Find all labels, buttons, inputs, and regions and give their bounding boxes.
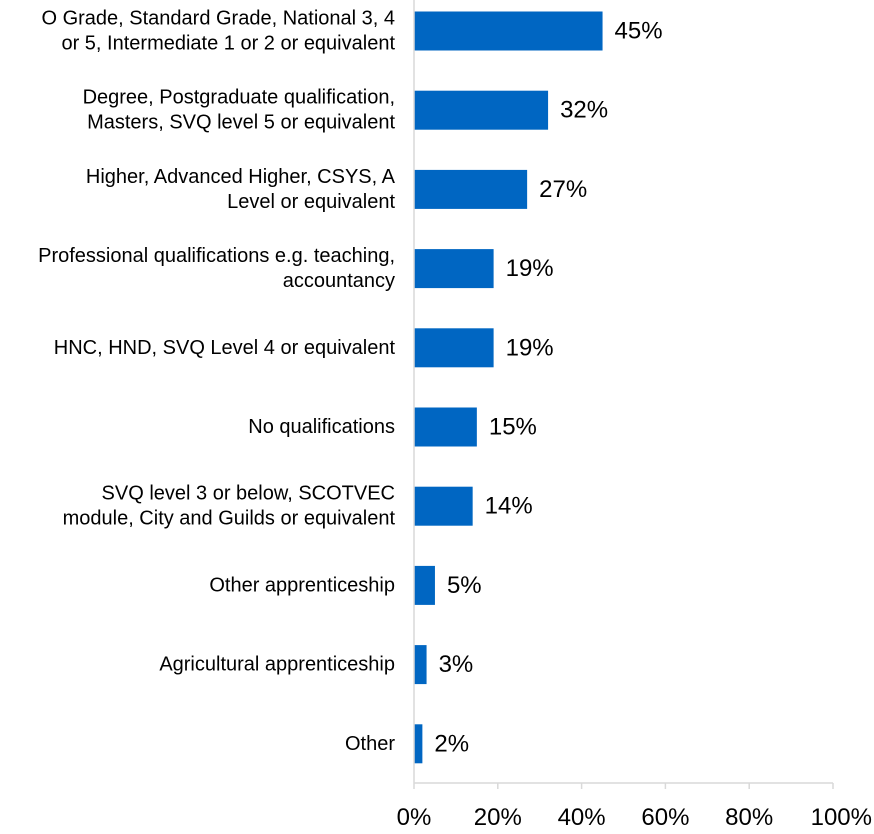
- category-label-line: Professional qualifications e.g. teachin…: [38, 245, 395, 267]
- category-label-line: HNC, HND, SVQ Level 4 or equivalent: [54, 337, 396, 359]
- category-label-5: No qualifications: [248, 416, 395, 438]
- x-tick-labels: 0% 20% 40% 60% 80% 100%: [397, 804, 872, 831]
- category-label-4: HNC, HND, SVQ Level 4 or equivalent: [54, 337, 396, 359]
- bar-5: [414, 407, 477, 447]
- data-label-5: 15%: [489, 414, 537, 441]
- x-tick-label-4: 80%: [725, 804, 773, 831]
- category-label-line: Level or equivalent: [227, 191, 395, 213]
- bar-3: [414, 249, 494, 289]
- data-label-8: 3%: [439, 651, 474, 678]
- x-tick-label-2: 40%: [558, 804, 606, 831]
- category-label-line: Agricultural apprenticeship: [159, 654, 395, 676]
- data-label-7: 5%: [447, 572, 482, 599]
- category-label-line: or 5, Intermediate 1 or 2 or equivalent: [61, 33, 395, 55]
- data-label-1: 32%: [560, 97, 608, 124]
- bar-2: [414, 169, 528, 209]
- category-label-8: Agricultural apprenticeship: [159, 654, 395, 676]
- category-label-2: Higher, Advanced Higher, CSYS, A Level or…: [86, 166, 396, 213]
- bar-9: [414, 724, 423, 764]
- bar-0: [414, 11, 603, 51]
- category-label-line: No qualifications: [248, 416, 395, 438]
- category-label-line: O Grade, Standard Grade, National 3, 4: [41, 8, 395, 30]
- data-label-6: 14%: [485, 493, 533, 520]
- category-label-line: module, City and Guilds or equivalent: [63, 508, 396, 530]
- bar-8: [414, 645, 427, 685]
- x-tick-label-0: 0%: [397, 804, 432, 831]
- category-label-line: Other apprenticeship: [209, 574, 395, 596]
- data-labels: 45% 32% 27% 19% 19% 15% 14% 5% 3% 2%: [434, 18, 662, 758]
- category-label-line: accountancy: [283, 270, 395, 292]
- category-label-6: SVQ level 3 or below, SCOTVEC module, Cit…: [63, 483, 396, 530]
- x-tick-label-3: 60%: [641, 804, 689, 831]
- data-label-2: 27%: [539, 176, 587, 203]
- axis-layer: [413, 0, 834, 789]
- category-label-line: SVQ level 3 or below, SCOTVEC: [102, 483, 395, 505]
- category-label-7: Other apprenticeship: [209, 574, 395, 596]
- category-label-1: Degree, Postgraduate qualification, Maste…: [83, 87, 396, 134]
- bar-7: [414, 565, 435, 605]
- category-label-9: Other: [345, 733, 395, 755]
- data-label-3: 19%: [506, 255, 554, 282]
- bar-1: [414, 90, 549, 130]
- category-label-line: Other: [345, 733, 395, 755]
- bar-6: [414, 486, 473, 526]
- category-labels: O Grade, Standard Grade, National 3, 4 or…: [38, 8, 396, 755]
- data-label-0: 45%: [615, 18, 663, 45]
- bar-4: [414, 328, 494, 368]
- category-label-line: Degree, Postgraduate qualification,: [83, 87, 395, 109]
- bars-layer: [414, 11, 603, 764]
- category-label-line: Masters, SVQ level 5 or equivalent: [87, 112, 395, 134]
- data-label-9: 2%: [434, 730, 469, 757]
- x-tick-label-1: 20%: [474, 804, 522, 831]
- category-label-3: Professional qualifications e.g. teachin…: [38, 245, 395, 292]
- category-label-0: O Grade, Standard Grade, National 3, 4 or…: [41, 8, 395, 55]
- x-tick-label-5: 100%: [811, 804, 872, 831]
- category-label-line: Higher, Advanced Higher, CSYS, A: [86, 166, 396, 188]
- data-label-4: 19%: [506, 334, 554, 361]
